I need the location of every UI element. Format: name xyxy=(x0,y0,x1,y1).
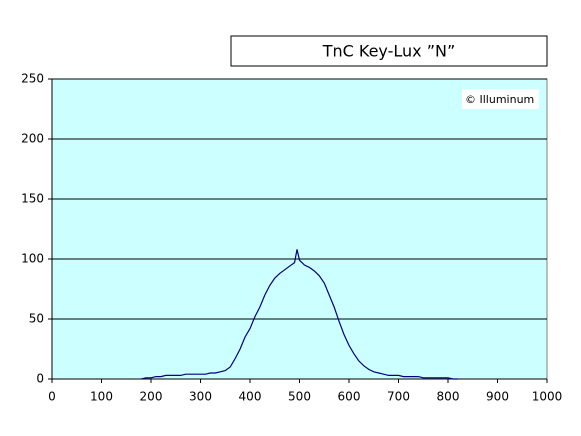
x-tick-label: 1000 xyxy=(532,390,563,404)
x-tick-label: 800 xyxy=(437,390,460,404)
x-tick-label: 500 xyxy=(288,390,311,404)
x-tick-label: 700 xyxy=(387,390,410,404)
y-tick-label: 250 xyxy=(21,72,44,86)
title-box xyxy=(230,35,548,67)
annotation-box xyxy=(462,89,539,109)
plot-area xyxy=(51,78,548,380)
data-line xyxy=(140,249,458,380)
y-tick-label: 100 xyxy=(21,252,44,266)
annotation: © Illuminum xyxy=(465,93,534,106)
x-tick-label: 0 xyxy=(48,390,56,404)
x-tick-label: 200 xyxy=(140,390,163,404)
y-tick-label: 50 xyxy=(29,312,44,326)
y-tick-label: 0 xyxy=(36,372,44,386)
chart-title: TnC Key-Lux ”N” xyxy=(322,42,456,61)
x-tick-label: 300 xyxy=(189,390,212,404)
y-tick-label: 200 xyxy=(21,132,44,146)
x-tick-label: 900 xyxy=(486,390,509,404)
x-tick-label: 100 xyxy=(90,390,113,404)
x-tick-label: 600 xyxy=(338,390,361,404)
y-tick-label: 150 xyxy=(21,192,44,206)
x-tick-label: 400 xyxy=(239,390,262,404)
